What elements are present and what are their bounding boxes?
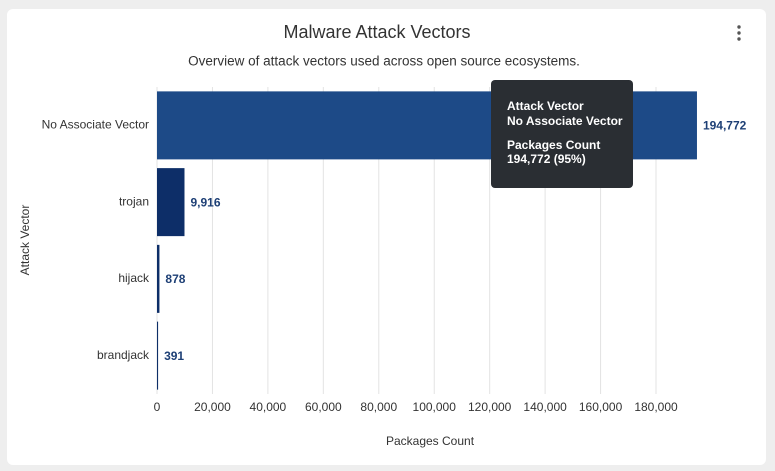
x-tick-label: 0 (154, 400, 161, 414)
y-tick-label: hijack (118, 271, 150, 285)
value-label: 391 (164, 349, 184, 363)
x-tick-label: 120,000 (468, 400, 512, 414)
tooltip-label: Packages Count (507, 138, 600, 152)
tooltip-label: Attack Vector (507, 99, 584, 113)
card (7, 9, 766, 465)
tooltip-value: No Associate Vector (507, 114, 623, 128)
chart-title: Malware Attack Vectors (283, 22, 470, 42)
x-tick-label: 180,000 (634, 400, 678, 414)
y-tick-label: brandjack (97, 348, 150, 362)
y-tick-label: trojan (119, 194, 149, 208)
menu-button[interactable] (737, 25, 741, 41)
x-tick-label: 140,000 (523, 400, 567, 414)
y-axis-label: Attack Vector (18, 205, 32, 276)
bar (157, 244, 160, 313)
value-label: 878 (165, 272, 185, 286)
tooltip-value: 194,772 (95%) (507, 152, 586, 166)
bar (157, 168, 185, 237)
x-tick-label: 160,000 (579, 400, 623, 414)
x-tick-label: 80,000 (360, 400, 397, 414)
value-label: 194,772 (703, 119, 747, 133)
tooltip-box (491, 80, 633, 188)
x-axis-label: Packages Count (386, 434, 475, 448)
bar (157, 321, 159, 390)
value-label: 9,916 (190, 195, 220, 209)
x-tick-label: 60,000 (305, 400, 342, 414)
x-tick-label: 40,000 (250, 400, 287, 414)
y-tick-label: No Associate Vector (42, 118, 149, 132)
chart-subtitle: Overview of attack vectors used across o… (188, 54, 580, 69)
x-tick-label: 20,000 (194, 400, 231, 414)
x-tick-label: 100,000 (413, 400, 457, 414)
tooltip: Attack Vector No Associate Vector Packag… (491, 80, 633, 188)
